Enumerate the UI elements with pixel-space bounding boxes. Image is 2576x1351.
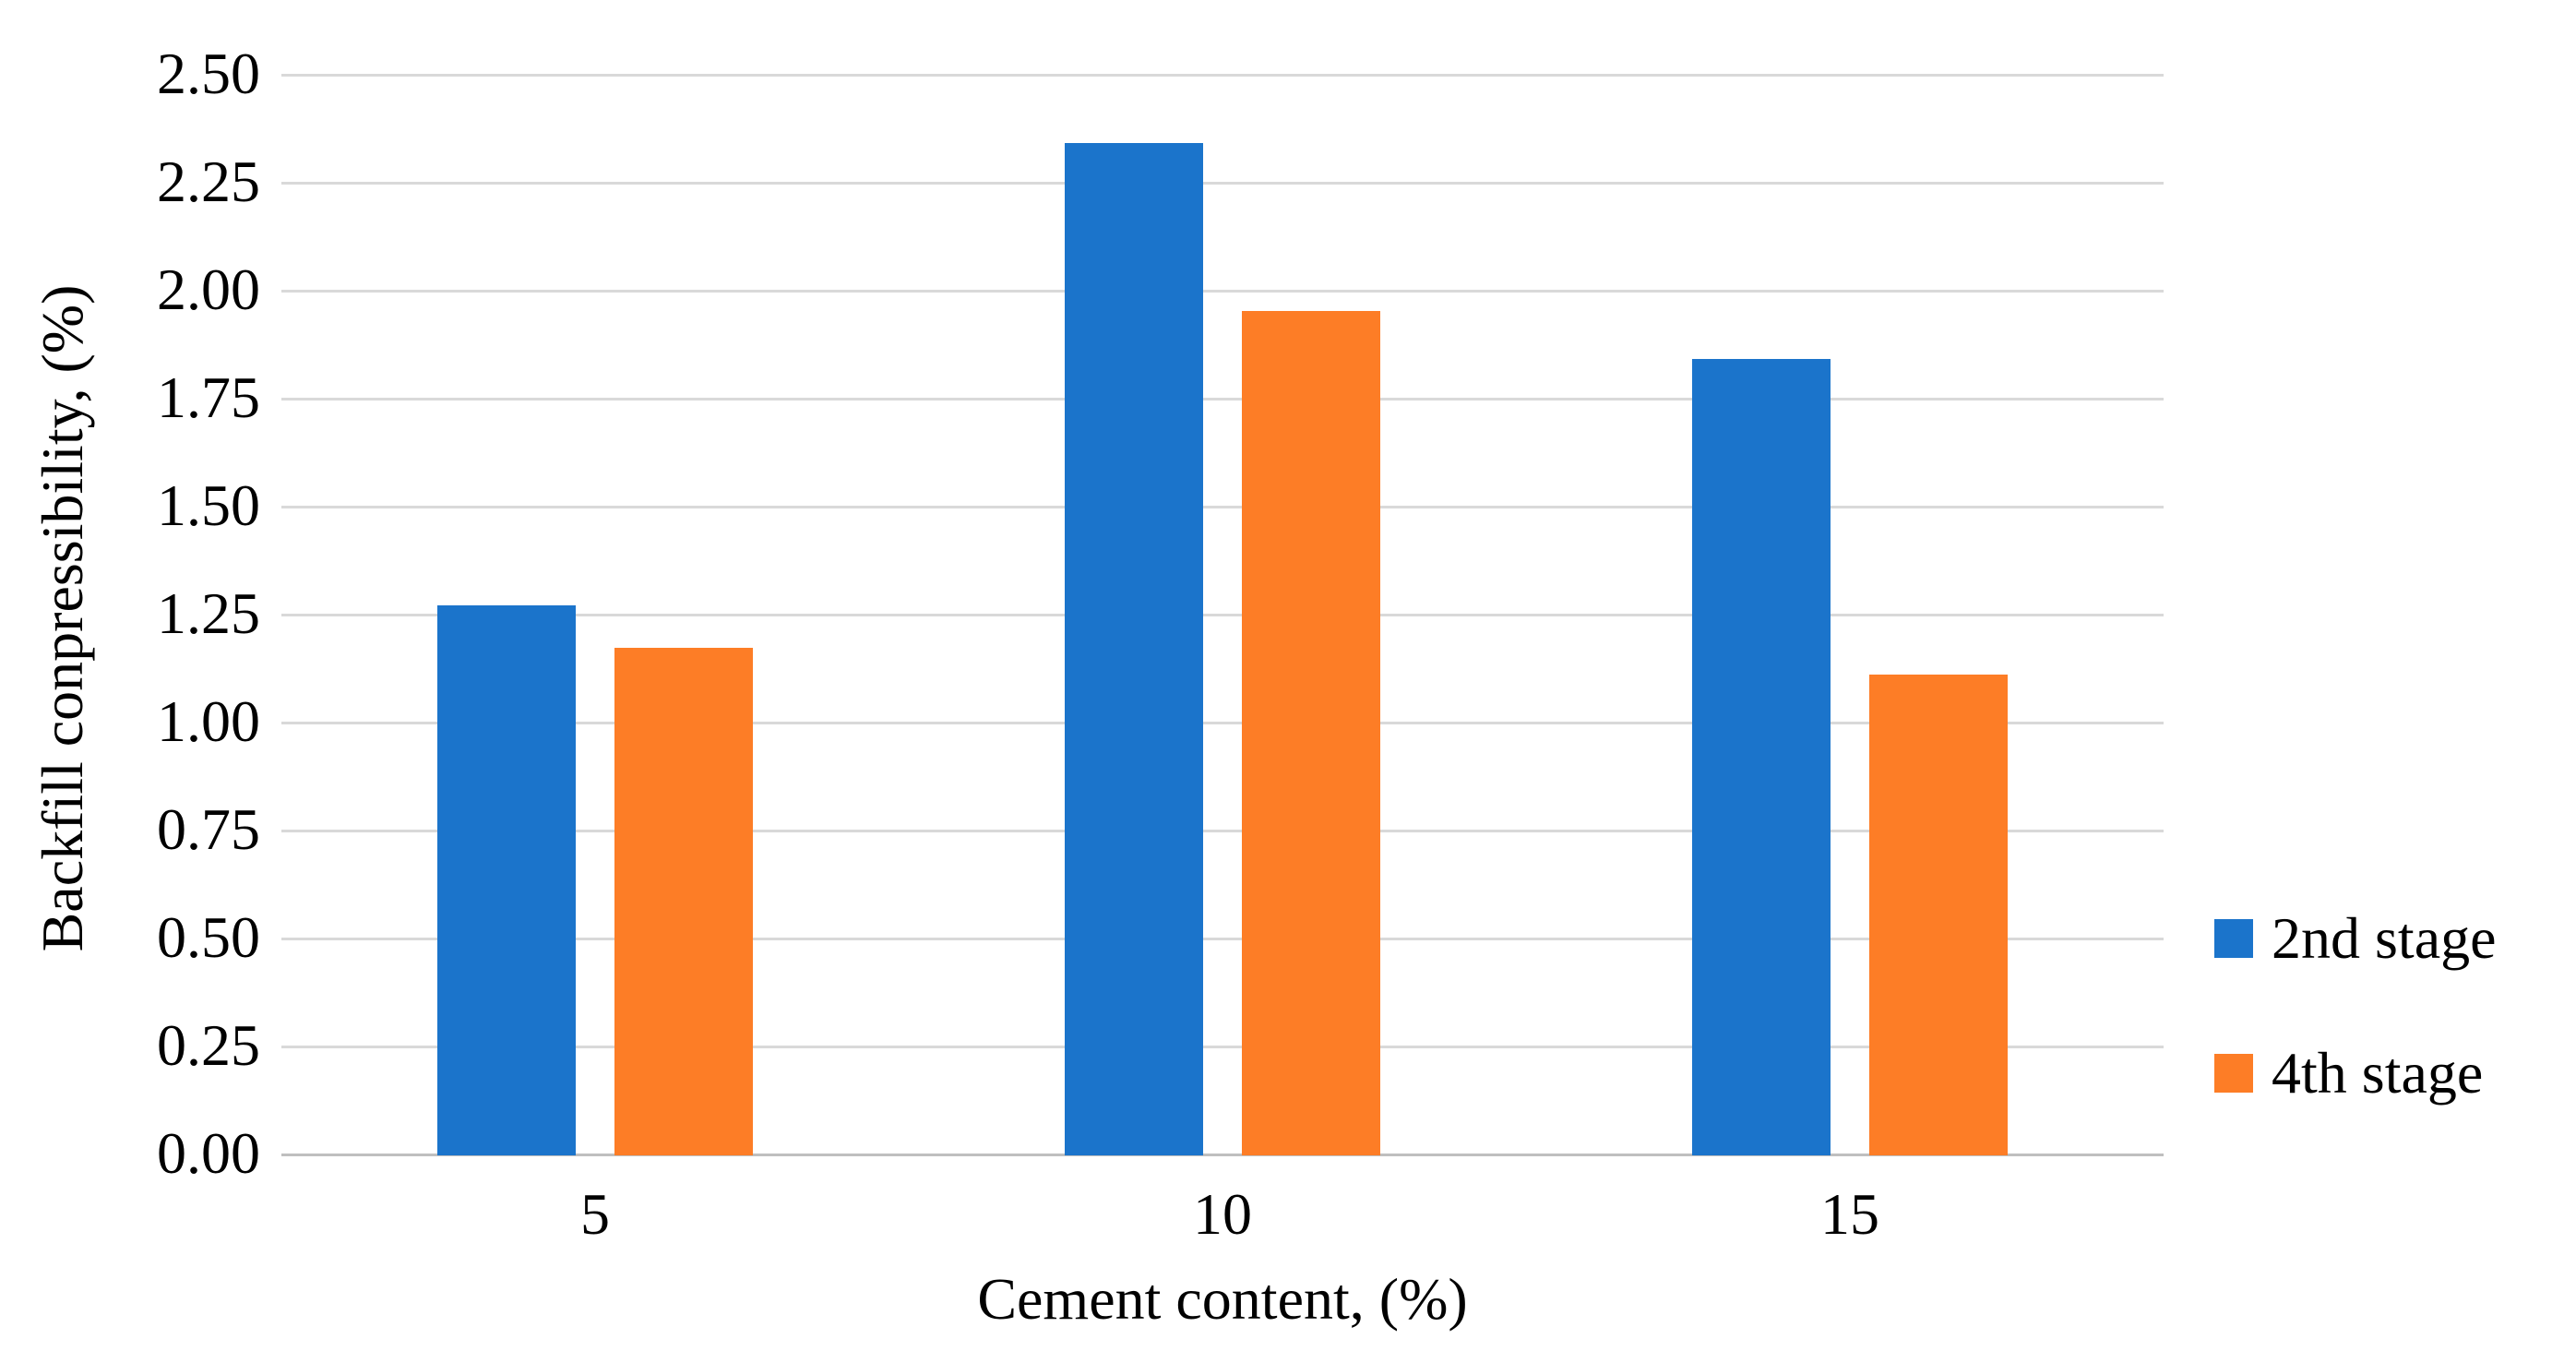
x-tick-label: 5	[580, 1181, 610, 1247]
y-tick-label: 0.50	[157, 904, 260, 970]
x-axis-tick-labels: 5 10 15	[281, 1185, 2164, 1259]
legend-swatch-icon	[2214, 919, 2253, 958]
y-tick-label: 2.00	[157, 257, 260, 322]
gridline	[281, 182, 2164, 185]
y-tick-label: 0.25	[157, 1012, 260, 1078]
bar-4th-stage-15	[1869, 674, 2008, 1155]
legend-label: 2nd stage	[2272, 905, 2497, 971]
y-tick-label: 1.75	[157, 365, 260, 430]
gridline	[281, 1046, 2164, 1048]
y-tick-label: 0.00	[157, 1120, 260, 1186]
gridline	[281, 74, 2164, 77]
legend: 2nd stage 4th stage	[2214, 908, 2497, 1178]
gridline	[281, 938, 2164, 940]
gridline	[281, 722, 2164, 724]
x-axis-title: Cement content, (%)	[977, 1266, 1468, 1332]
y-tick-label: 0.75	[157, 796, 260, 862]
x-axis-line	[281, 1154, 2164, 1156]
y-tick-label: 1.00	[157, 688, 260, 754]
x-tick-label: 10	[1193, 1181, 1252, 1247]
bar-4th-stage-10	[1242, 311, 1380, 1155]
gridline	[281, 290, 2164, 293]
gridline	[281, 398, 2164, 401]
y-tick-label: 2.25	[157, 149, 260, 214]
y-tick-label: 2.50	[157, 41, 260, 106]
legend-label: 4th stage	[2272, 1040, 2484, 1106]
legend-entry: 4th stage	[2214, 1043, 2497, 1104]
x-tick-label: 15	[1820, 1181, 1879, 1247]
bar-2nd-stage-10	[1065, 142, 1203, 1155]
plot-area	[281, 74, 2164, 1156]
y-axis-title: Backfill conpressibility, (%)	[30, 284, 95, 952]
bar-2nd-stage-15	[1692, 358, 1831, 1155]
legend-swatch-icon	[2214, 1054, 2253, 1093]
bar-2nd-stage-5	[437, 604, 576, 1155]
gridline	[281, 830, 2164, 832]
bar-4th-stage-5	[614, 648, 753, 1155]
legend-entry: 2nd stage	[2214, 908, 2497, 969]
y-tick-label: 1.50	[157, 472, 260, 538]
y-tick-label: 1.25	[157, 580, 260, 646]
gridline	[281, 506, 2164, 508]
gridline	[281, 614, 2164, 616]
